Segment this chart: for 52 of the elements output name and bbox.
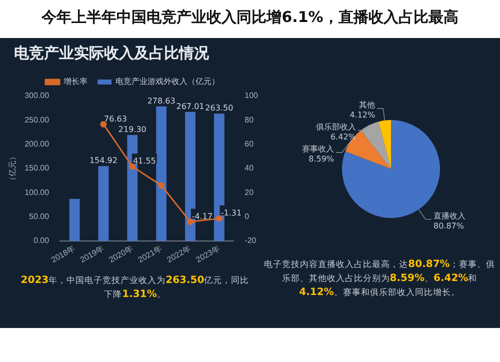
point xyxy=(100,120,107,128)
y2-tick-label: 60 xyxy=(244,140,254,149)
data-label: 267.01 xyxy=(176,102,204,112)
data-label: 219.30 xyxy=(118,125,146,134)
data-label: 41.55 xyxy=(132,156,156,166)
y-tick-label: 250.00 xyxy=(24,115,50,124)
data-label: 80.87% xyxy=(433,221,464,230)
data-label: 76.63 xyxy=(104,114,127,124)
x-tick-label: 2023年 xyxy=(194,244,222,264)
y2-tick-label: 100 xyxy=(244,91,259,100)
y2-tick-label: 40 xyxy=(244,164,254,173)
y-tick-label: 100.00 xyxy=(24,188,50,197)
y-tick-label: 200.00 xyxy=(24,140,50,149)
y-tick-label: 150.00 xyxy=(24,164,50,173)
text: 电子竞技内容直播收入占比最高，达80.87%；赛事、俱乐部、其他收入占比分别为8.59%、6.42%和4.12%。赛事和俱乐部收入同比增长。 xyxy=(264,259,495,298)
chart-title: 电竞产业实际收入及占比情况 xyxy=(14,44,209,63)
slice-label: 俱乐部收入 xyxy=(316,122,356,132)
bar xyxy=(156,106,167,241)
y-tick-label: 0.00 xyxy=(33,236,50,246)
y2-tick-label: 80 xyxy=(244,115,254,124)
data-label: 6.42% xyxy=(330,132,356,142)
bar xyxy=(98,166,109,241)
slice-label: 其他 xyxy=(359,100,376,110)
y2-tick-label: -20 xyxy=(244,236,257,246)
slice-label: 赛事收入 xyxy=(302,144,334,154)
legend-label: 电竞产业游戏外收入（亿元） xyxy=(116,77,220,86)
x-tick-label: 2020年 xyxy=(108,244,134,264)
data-label: 4.12% xyxy=(350,110,376,120)
slice-label: 直播收入 xyxy=(433,211,466,220)
y2-tick-label: 0 xyxy=(244,212,250,221)
chart-subtitle: 今年上半年中国电竞产业收入同比增6.1%，直播收入占比最高 xyxy=(40,6,460,28)
x-tick-label: 2021年 xyxy=(136,244,164,264)
point xyxy=(129,163,136,170)
point xyxy=(216,215,222,222)
data-label: 278.63 xyxy=(147,96,176,106)
text: 2023年，中国电子竞技产业收入为263.50亿元，同比下降1.31%。 xyxy=(20,275,250,300)
y-tick-label: 300.00 xyxy=(24,91,50,100)
data-label: 8.59% xyxy=(308,154,334,164)
y-tick-label: 50.00 xyxy=(29,212,50,221)
data-label: 263.50 xyxy=(205,104,234,113)
data-label: -1.31 xyxy=(220,208,242,218)
point xyxy=(158,182,165,189)
x-tick-label: 2018年 xyxy=(50,244,77,264)
x-tick-label: 2019年 xyxy=(78,244,106,264)
x-tick-label: 2022年 xyxy=(165,244,192,264)
data-label: -4.17 xyxy=(192,212,213,221)
data-label: 154.92 xyxy=(89,156,118,166)
y2-tick-label: 20 xyxy=(244,188,254,197)
y-axis-title: （亿元） xyxy=(8,152,18,184)
point xyxy=(187,218,194,226)
bar xyxy=(69,198,80,241)
legend-label: 增长率 xyxy=(62,77,88,86)
